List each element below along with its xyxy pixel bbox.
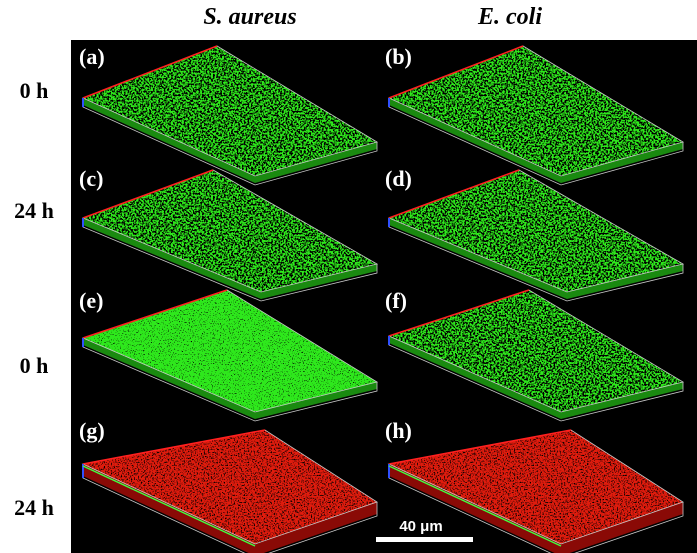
column-title-s-aureus: S. aureus bbox=[203, 4, 297, 30]
axis-x-line bbox=[388, 429, 572, 465]
microscopy-figure: (a) (b) (c) (d) (e) (f) (g) (h) 40 μm bbox=[71, 40, 697, 553]
biofilm-surface bbox=[389, 46, 683, 176]
slab-side bbox=[389, 336, 683, 419]
axis-x-line bbox=[82, 289, 228, 339]
slab-side bbox=[389, 98, 683, 183]
panel-c: (c) bbox=[79, 166, 379, 302]
axis-x-line bbox=[388, 45, 524, 99]
panel-f: (f) bbox=[385, 288, 685, 422]
panel-h: (h) bbox=[385, 418, 684, 553]
axis-y-line bbox=[82, 465, 256, 547]
slab-side bbox=[83, 338, 377, 419]
slab-side bbox=[83, 464, 377, 553]
panel-letter: (a) bbox=[79, 44, 105, 69]
scale-bar-label: 40 μm bbox=[399, 518, 442, 535]
panel-letter: (c) bbox=[79, 166, 103, 191]
panel-b: (b) bbox=[385, 44, 685, 186]
axis-x-line bbox=[388, 169, 520, 219]
axis-y-line bbox=[388, 465, 562, 547]
biofilm-surface bbox=[389, 430, 683, 544]
axis-x-line bbox=[388, 289, 530, 337]
slab-side bbox=[389, 218, 683, 299]
row-label-24h-top: 24 h bbox=[14, 198, 54, 223]
slab-side bbox=[83, 218, 377, 299]
biofilm-surface bbox=[83, 430, 377, 544]
slab-side bbox=[389, 464, 683, 553]
panel-letter: (f) bbox=[385, 288, 407, 313]
microscopy-panels-svg: (a) (b) (c) (d) (e) (f) (g) (h) 40 μm bbox=[79, 44, 685, 553]
panel-letter: (d) bbox=[385, 166, 412, 191]
panel-g: (g) bbox=[79, 418, 378, 553]
biofilm-surface bbox=[83, 170, 377, 292]
scale-bar-line bbox=[376, 537, 473, 542]
biofilm-surface bbox=[389, 170, 683, 292]
row-label-0h-bottom: 0 h bbox=[19, 353, 49, 378]
panel-e: (e) bbox=[79, 288, 379, 422]
biofilm-surface bbox=[83, 46, 377, 176]
panel-letter: (e) bbox=[79, 288, 103, 313]
slab-side bbox=[83, 98, 377, 183]
column-title-e-coli: E. coli bbox=[478, 4, 542, 30]
axis-x-line bbox=[82, 429, 266, 465]
panel-a: (a) bbox=[79, 44, 379, 186]
row-label-0h-top: 0 h bbox=[19, 78, 49, 103]
panel-letter: (b) bbox=[385, 44, 412, 69]
row-label-24h-bottom: 24 h bbox=[14, 495, 54, 520]
axis-x-line bbox=[82, 45, 218, 99]
panel-d: (d) bbox=[385, 166, 685, 302]
biofilm-surface bbox=[389, 290, 683, 412]
scale-bar: 40 μm bbox=[376, 518, 473, 542]
axis-x-line bbox=[82, 169, 214, 219]
panel-letter: (h) bbox=[385, 418, 412, 443]
biofilm-surface bbox=[83, 290, 377, 412]
panel-letter: (g) bbox=[79, 418, 105, 443]
